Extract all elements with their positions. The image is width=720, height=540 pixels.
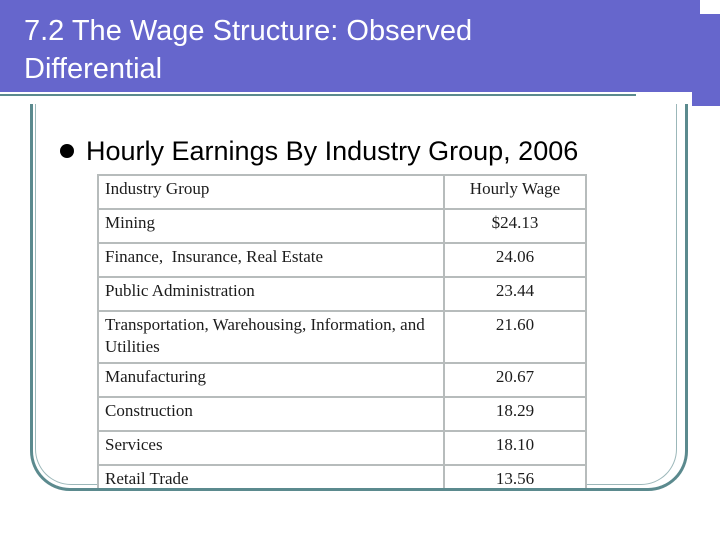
bullet-text: Hourly Earnings By Industry Group, 2006 [86,136,579,166]
industry-group-cell: Services [97,430,445,466]
title-bar-shadow [692,14,720,106]
hourly-wage-cell: 20.67 [443,362,587,398]
header-hourly-wage: Hourly Wage [443,174,587,210]
slide-title: 7.2 The Wage Structure: Observed Differe… [24,15,473,85]
hourly-wage-cell: 13.56 [443,464,587,488]
table-row: Services 18.10 [97,430,587,466]
bullet-dot-icon [60,144,74,158]
industry-group-cell: Transportation, Warehousing, Information… [97,310,445,364]
hourly-wage-cell: 21.60 [443,310,587,364]
hourly-wage-cell: 24.06 [443,242,587,278]
title-underline [0,94,636,96]
industry-group-cell: Manufacturing [97,362,445,398]
industry-group-cell: Retail Trade [97,464,445,488]
table-row: Mining $24.13 [97,208,587,244]
hourly-wage-cell: $24.13 [443,208,587,244]
wage-table-container: Industry Group Hourly Wage Mining $24.13… [97,174,587,488]
industry-group-cell: Finance, Insurance, Real Estate [97,242,445,278]
hourly-wage-cell: 18.10 [443,430,587,466]
industry-group-cell: Construction [97,396,445,432]
hourly-wage-cell: 18.29 [443,396,587,432]
table-row: Transportation, Warehousing, Information… [97,310,587,364]
industry-group-cell: Mining [97,208,445,244]
hourly-wage-cell: 23.44 [443,276,587,312]
header-industry-group: Industry Group [97,174,445,210]
table-row: Public Administration 23.44 [97,276,587,312]
table-row: Manufacturing 20.67 [97,362,587,398]
wage-table: Industry Group Hourly Wage Mining $24.13… [97,174,587,488]
table-row: Construction 18.29 [97,396,587,432]
industry-group-cell: Public Administration [97,276,445,312]
table-header-row: Industry Group Hourly Wage [97,174,587,210]
title-bar [0,0,700,92]
table-row: Finance, Insurance, Real Estate 24.06 [97,242,587,278]
table-row: Retail Trade 13.56 [97,464,587,488]
slide-frame [30,104,688,491]
